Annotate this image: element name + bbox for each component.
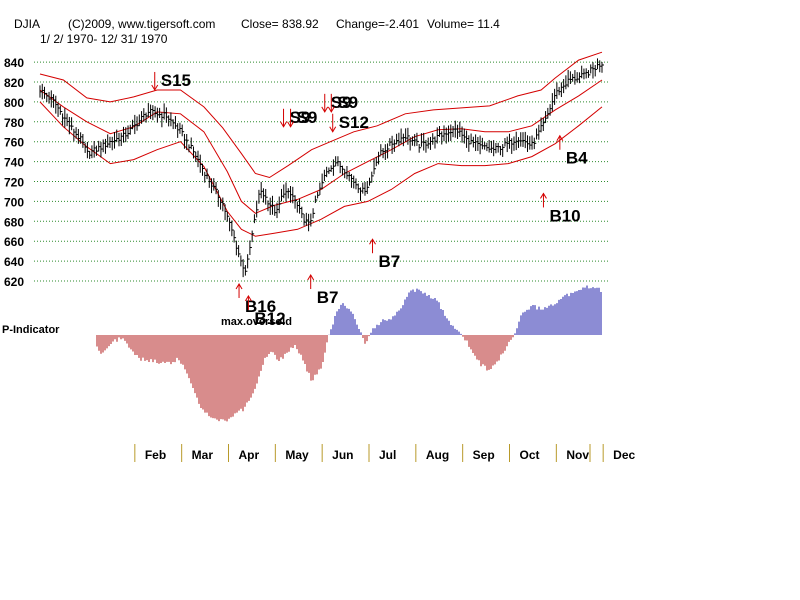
signal-b7: B7 — [369, 238, 401, 271]
y-tick-label: 680 — [4, 215, 24, 229]
signal-label: S9 — [290, 108, 311, 127]
month-label: Mar — [192, 448, 214, 462]
signal-label: S12 — [339, 113, 369, 132]
signal-label: S9 — [337, 93, 358, 112]
y-tick-label: 800 — [4, 96, 24, 110]
arrow-head — [327, 106, 335, 113]
month-label: Sep — [473, 448, 495, 462]
y-tick-label: 700 — [4, 195, 24, 209]
y-tick-label: 820 — [4, 76, 24, 90]
arrow-head — [287, 121, 294, 128]
volume-value: Volume= 11.4 — [427, 17, 500, 31]
arrow-head — [540, 192, 547, 199]
signal-label: B10 — [549, 206, 580, 225]
arrow-head — [329, 126, 337, 133]
signal-b16: B16 — [235, 283, 276, 316]
signal-label: S9 — [331, 93, 352, 112]
signal-s9: S9 — [287, 108, 318, 128]
signal-s15: S15 — [151, 71, 191, 91]
month-label: Dec — [613, 448, 635, 462]
max-oversold-label: max.oversold — [221, 316, 292, 328]
signal-label: B4 — [566, 149, 588, 168]
y-tick-label: 640 — [4, 255, 24, 269]
signal-b7: B7 — [307, 274, 339, 307]
signal-b10: B10 — [540, 192, 581, 225]
arrow-head — [556, 134, 564, 141]
arrow-head — [244, 294, 252, 302]
y-tick-label: 620 — [4, 275, 24, 289]
month-label: Jul — [379, 448, 396, 462]
y-tick-label: 740 — [4, 156, 24, 170]
band-line — [39, 79, 603, 214]
arrow-head — [321, 106, 329, 113]
arrow-head — [235, 283, 243, 290]
month-label: Apr — [239, 448, 260, 462]
month-label: May — [285, 448, 309, 462]
arrow-head — [307, 274, 315, 281]
month-label: Aug — [426, 448, 449, 462]
y-axis-ticks: 620 640 660 680 700 720 740 760 780 800 820 840 — [4, 56, 24, 289]
signal-b12: B12 — [244, 294, 286, 328]
arrow-head — [369, 238, 376, 245]
month-label: Oct — [520, 448, 540, 462]
signal-label: S15 — [161, 71, 191, 90]
y-tick-label: 840 — [4, 56, 24, 70]
p-indicator-histogram — [96, 285, 602, 422]
price-bars — [39, 58, 604, 278]
arrow-head — [151, 84, 159, 91]
y-tick-label: 760 — [4, 136, 24, 150]
month-label: Jun — [332, 448, 353, 462]
band-line — [39, 101, 603, 237]
y-tick-label: 780 — [4, 116, 24, 130]
symbol-label: DJIA — [14, 17, 40, 31]
month-label: Nov — [566, 448, 589, 462]
signal-s9: S9 — [327, 93, 358, 113]
p-indicator-label: P-Indicator — [2, 324, 60, 336]
band-line — [39, 51, 603, 179]
month-axis: Feb Mar Apr May Jun Jul Aug Sep Oct Nov Dec — [134, 444, 636, 462]
change-value: Change=-2.401 — [336, 17, 419, 31]
signal-label: B7 — [317, 288, 339, 307]
y-tick-label: 660 — [4, 235, 24, 249]
copyright-label: (C)2009, www.tigersoft.com — [68, 17, 215, 31]
close-value: Close= 838.92 — [241, 17, 319, 31]
signal-label: B7 — [379, 252, 401, 271]
signal-s9: S9 — [280, 108, 311, 128]
bands — [39, 51, 603, 237]
signal-label: S9 — [297, 108, 318, 127]
arrow-head — [280, 121, 287, 128]
signal-s9: S9 — [321, 93, 352, 113]
signal-label: B12 — [254, 309, 285, 328]
month-label: Feb — [145, 448, 166, 462]
date-range: 1/ 2/ 1970- 12/ 31/ 1970 — [40, 32, 168, 46]
signal-b4: B4 — [556, 134, 588, 168]
y-tick-label: 720 — [4, 176, 24, 190]
signal-label: B16 — [245, 297, 276, 316]
signal-s12: S12 — [329, 113, 369, 133]
